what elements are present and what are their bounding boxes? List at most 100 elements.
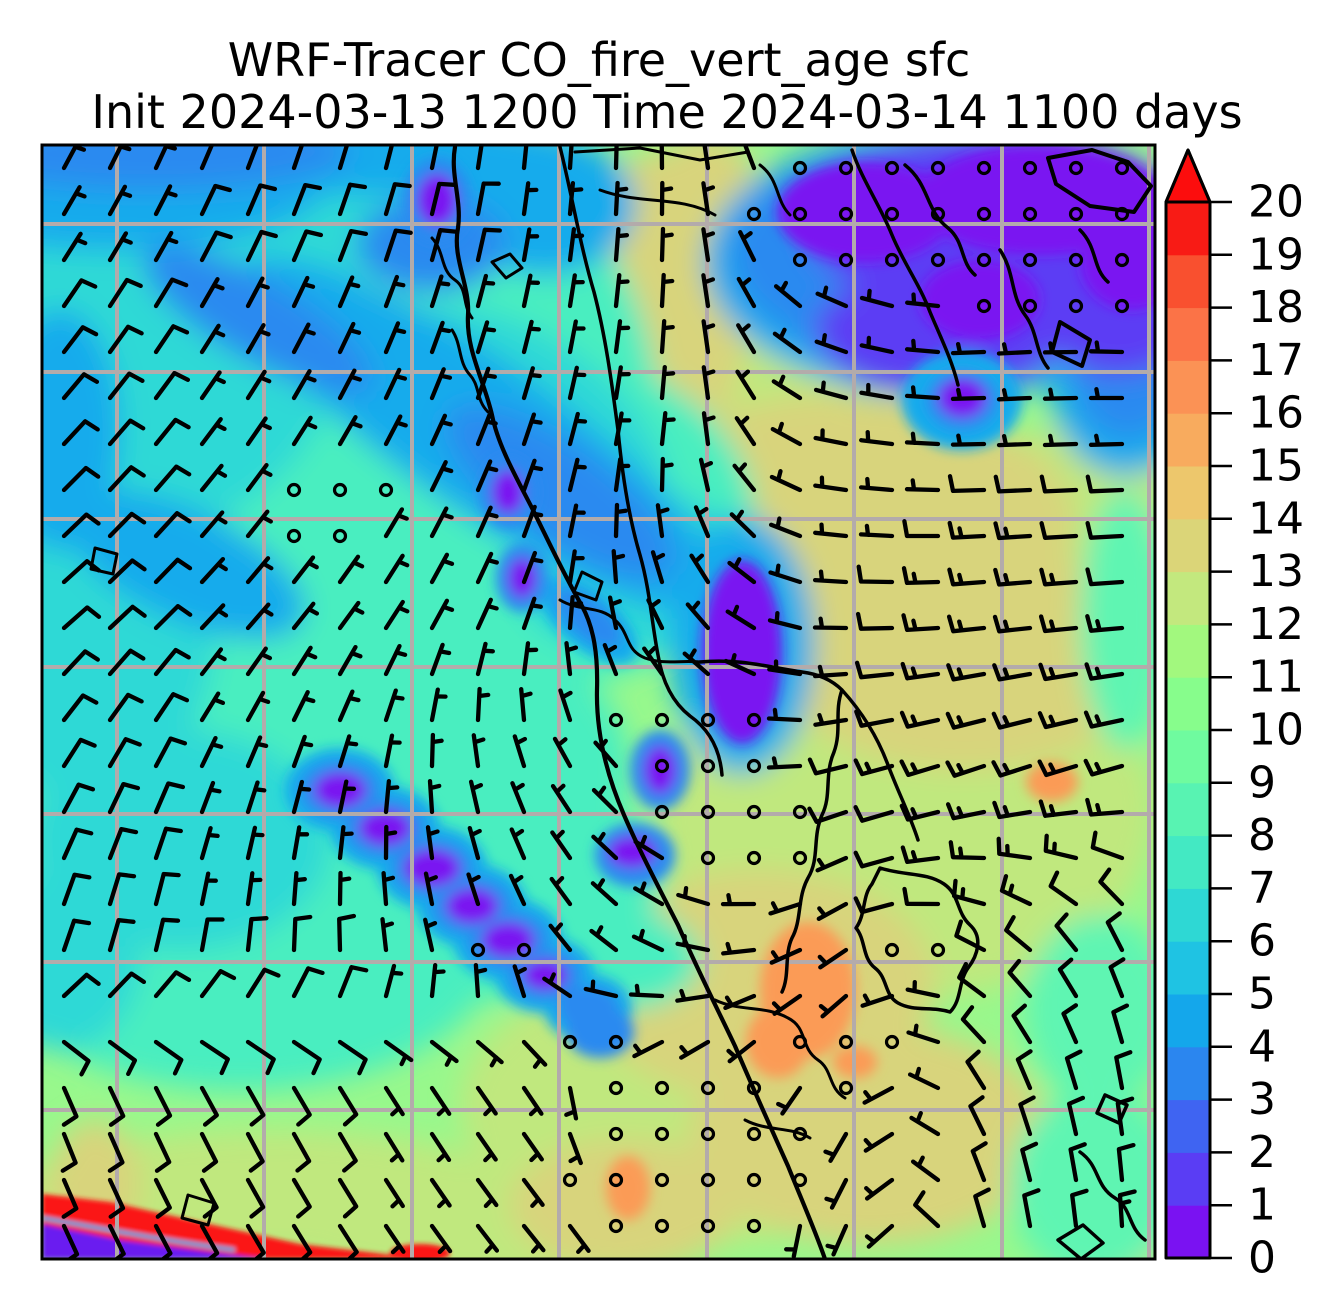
- calm-wind-circle: [1022, 160, 1038, 176]
- wind-barb: [519, 686, 533, 723]
- wind-barb: [550, 783, 573, 815]
- wind-barb: [1116, 1142, 1136, 1183]
- colorbar-extend-arrow: [1164, 148, 1212, 204]
- calm-wind-circle: [1022, 206, 1038, 222]
- wind-barb: [199, 556, 228, 585]
- wind-barb: [854, 709, 895, 728]
- wind-barb: [583, 979, 619, 999]
- wind-barb: [992, 800, 1033, 820]
- coastline: [850, 148, 1110, 387]
- wind-barb: [701, 319, 716, 355]
- wind-barb: [1088, 433, 1125, 447]
- field-streak: [42, 1224, 268, 1259]
- wind-barb: [567, 594, 584, 631]
- wind-barb: [701, 227, 716, 263]
- wind-barb: [906, 1023, 941, 1045]
- calm-wind-circle: [700, 1126, 716, 1142]
- wind-barb: [768, 516, 803, 539]
- colorbar-tick-label: 10: [1248, 705, 1304, 756]
- wind-barb: [773, 280, 803, 309]
- wind-barb: [291, 182, 323, 217]
- colorbar-segment: [1166, 782, 1210, 837]
- wind-barb: [429, 732, 444, 769]
- wind-barb: [107, 1039, 138, 1077]
- wind-barb: [337, 779, 357, 815]
- colorbar-tick-label: 16: [1248, 388, 1304, 439]
- calm-wind-circle: [1022, 298, 1038, 314]
- wind-barb: [383, 643, 408, 677]
- calm-wind-circle: [1114, 160, 1130, 176]
- calm-wind-circle: [884, 252, 900, 268]
- colorbar-outline: [1164, 148, 1212, 1260]
- calm-wind-circle: [1068, 298, 1084, 314]
- wind-barb: [996, 388, 1033, 402]
- wind-barb: [767, 659, 803, 677]
- wind-barb: [337, 1177, 359, 1219]
- colorbar-tick-label: 9: [1248, 757, 1276, 808]
- wind-barb: [107, 1085, 126, 1127]
- wind-barb: [61, 559, 101, 585]
- wind-barb: [910, 1155, 941, 1183]
- calm-wind-circle: [792, 252, 808, 268]
- wind-barb: [1057, 957, 1079, 999]
- wind-barb: [383, 778, 400, 815]
- coastline: [854, 866, 980, 1014]
- wind-barb: [245, 735, 269, 769]
- wind-barb: [902, 886, 941, 907]
- wind-barb: [1015, 1049, 1033, 1091]
- wind-barb: [1037, 711, 1079, 730]
- calm-wind-circle: [1068, 206, 1084, 222]
- wind-barb: [107, 918, 136, 953]
- wind-barb: [723, 993, 757, 1011]
- wind-barb: [291, 1223, 313, 1259]
- calm-wind-circle: [1114, 298, 1130, 314]
- wind-barb: [508, 873, 527, 907]
- wind-barb: [337, 228, 369, 263]
- wind-barb: [613, 226, 630, 263]
- wind-barb: [945, 802, 987, 821]
- wind-barb: [611, 548, 626, 585]
- calm-wind-circle: [608, 1172, 624, 1188]
- calm-wind-circle: [378, 482, 394, 498]
- wind-barb: [950, 433, 987, 447]
- calm-wind-circle: [976, 160, 992, 176]
- wind-barb: [291, 1131, 312, 1173]
- wind-barb: [859, 335, 895, 355]
- wind-barb: [61, 782, 96, 815]
- colorbar-tick-label: 6: [1248, 916, 1276, 967]
- wind-barb: [245, 1177, 266, 1219]
- wind-barb: [965, 1049, 987, 1091]
- field-blob: [482, 922, 534, 958]
- calm-wind-circle: [838, 1034, 854, 1050]
- wind-barb: [429, 1039, 459, 1067]
- calm-wind-circle: [700, 850, 716, 866]
- wind-barb: [337, 145, 350, 171]
- wind-barb: [245, 369, 272, 401]
- wind-barb: [1085, 614, 1125, 633]
- wind-barb: [698, 457, 714, 493]
- wind-barb: [856, 564, 895, 585]
- wind-barb: [153, 230, 179, 263]
- wind-barb: [61, 372, 100, 401]
- wind-barb: [567, 1131, 583, 1166]
- wind-barb: [153, 781, 186, 815]
- wind-barb: [291, 369, 317, 401]
- calm-wind-circle: [746, 758, 762, 774]
- wind-barb: [689, 553, 711, 585]
- calm-wind-circle: [654, 758, 670, 774]
- calm-wind-circle: [1022, 252, 1038, 268]
- wind-barb: [107, 872, 137, 907]
- calm-wind-circle: [654, 1080, 670, 1096]
- wind-barb: [738, 230, 757, 263]
- colorbar-tick-label: 5: [1248, 969, 1276, 1020]
- field-blob: [492, 470, 524, 514]
- wind-barb: [153, 557, 193, 585]
- field-blob: [690, 1025, 1050, 1245]
- wind-barb: [383, 688, 405, 723]
- colorbar-segment: [1166, 730, 1210, 784]
- wind-barb: [905, 979, 941, 999]
- wind-barb: [245, 229, 278, 263]
- field-blob: [390, 1244, 450, 1259]
- wind-barb: [899, 759, 941, 778]
- wind-barb: [991, 711, 1033, 730]
